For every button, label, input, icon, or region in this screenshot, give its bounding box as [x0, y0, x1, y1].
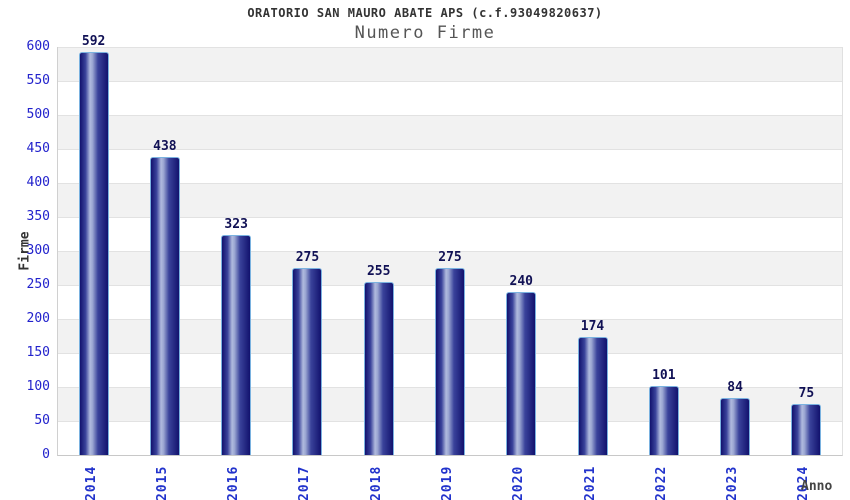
y-tick-label: 100	[26, 379, 50, 394]
bar	[292, 268, 323, 455]
y-tick-label: 250	[26, 277, 50, 292]
bar	[149, 157, 180, 455]
y-tick-label: 50	[34, 413, 50, 428]
y-tick-label: 300	[26, 243, 50, 258]
grid-band	[58, 47, 842, 81]
bar	[363, 282, 394, 455]
y-tick-label: 500	[26, 107, 50, 122]
x-tick-label: 2014	[83, 465, 99, 500]
y-tick-label: 450	[26, 141, 50, 156]
grid-band	[58, 183, 842, 217]
x-axis-title: Anno	[801, 479, 833, 494]
y-tick-label: 550	[26, 73, 50, 88]
bar	[506, 292, 537, 455]
x-tick-label: 2021	[582, 465, 598, 500]
y-tick-label: 350	[26, 209, 50, 224]
bar	[648, 386, 679, 455]
x-tick-label: 2016	[226, 465, 242, 500]
bar-value-label: 84	[727, 380, 743, 395]
x-tick-label: 2015	[154, 465, 170, 500]
bar-value-label: 275	[295, 250, 320, 265]
bar-value-label: 75	[798, 386, 815, 401]
y-tick-label: 600	[26, 39, 50, 54]
bar	[577, 337, 608, 455]
bar	[720, 398, 751, 455]
x-tick-label: 2018	[368, 465, 384, 500]
grid-band	[58, 149, 842, 183]
bar-value-label: 438	[153, 139, 177, 154]
chart-subtitle: Numero Firme	[354, 23, 496, 43]
x-tick-label: 2017	[297, 465, 313, 500]
x-tick-label: 2023	[725, 465, 741, 500]
bar-value-label: 240	[509, 274, 533, 289]
bar-value-label: 101	[652, 368, 676, 383]
x-tick-label: 2022	[653, 465, 669, 500]
grid-band	[58, 115, 842, 149]
y-tick-label: 0	[42, 447, 50, 462]
y-tick-label: 200	[26, 311, 50, 326]
x-tick-label: 2019	[440, 465, 455, 500]
bar-value-label: 255	[366, 264, 391, 279]
bar-value-label: 174	[580, 319, 605, 334]
grid-band	[58, 81, 842, 115]
chart-title: ORATORIO SAN MAURO ABATE APS (c.f.930498…	[247, 6, 603, 20]
x-tick-label: 2020	[511, 465, 527, 500]
bar	[435, 268, 465, 455]
y-tick-label: 400	[26, 175, 50, 190]
plot-area: 592 438 323 275 255 275 240 174 101 84 75	[57, 34, 843, 456]
bar	[221, 235, 252, 455]
y-tick-label: 150	[26, 345, 50, 360]
bar-value-label: 275	[438, 250, 462, 265]
bar	[78, 52, 109, 455]
grid-band	[58, 217, 842, 251]
bar-value-label: 323	[224, 217, 248, 232]
bar-value-label: 592	[81, 34, 106, 49]
bar	[791, 404, 822, 455]
